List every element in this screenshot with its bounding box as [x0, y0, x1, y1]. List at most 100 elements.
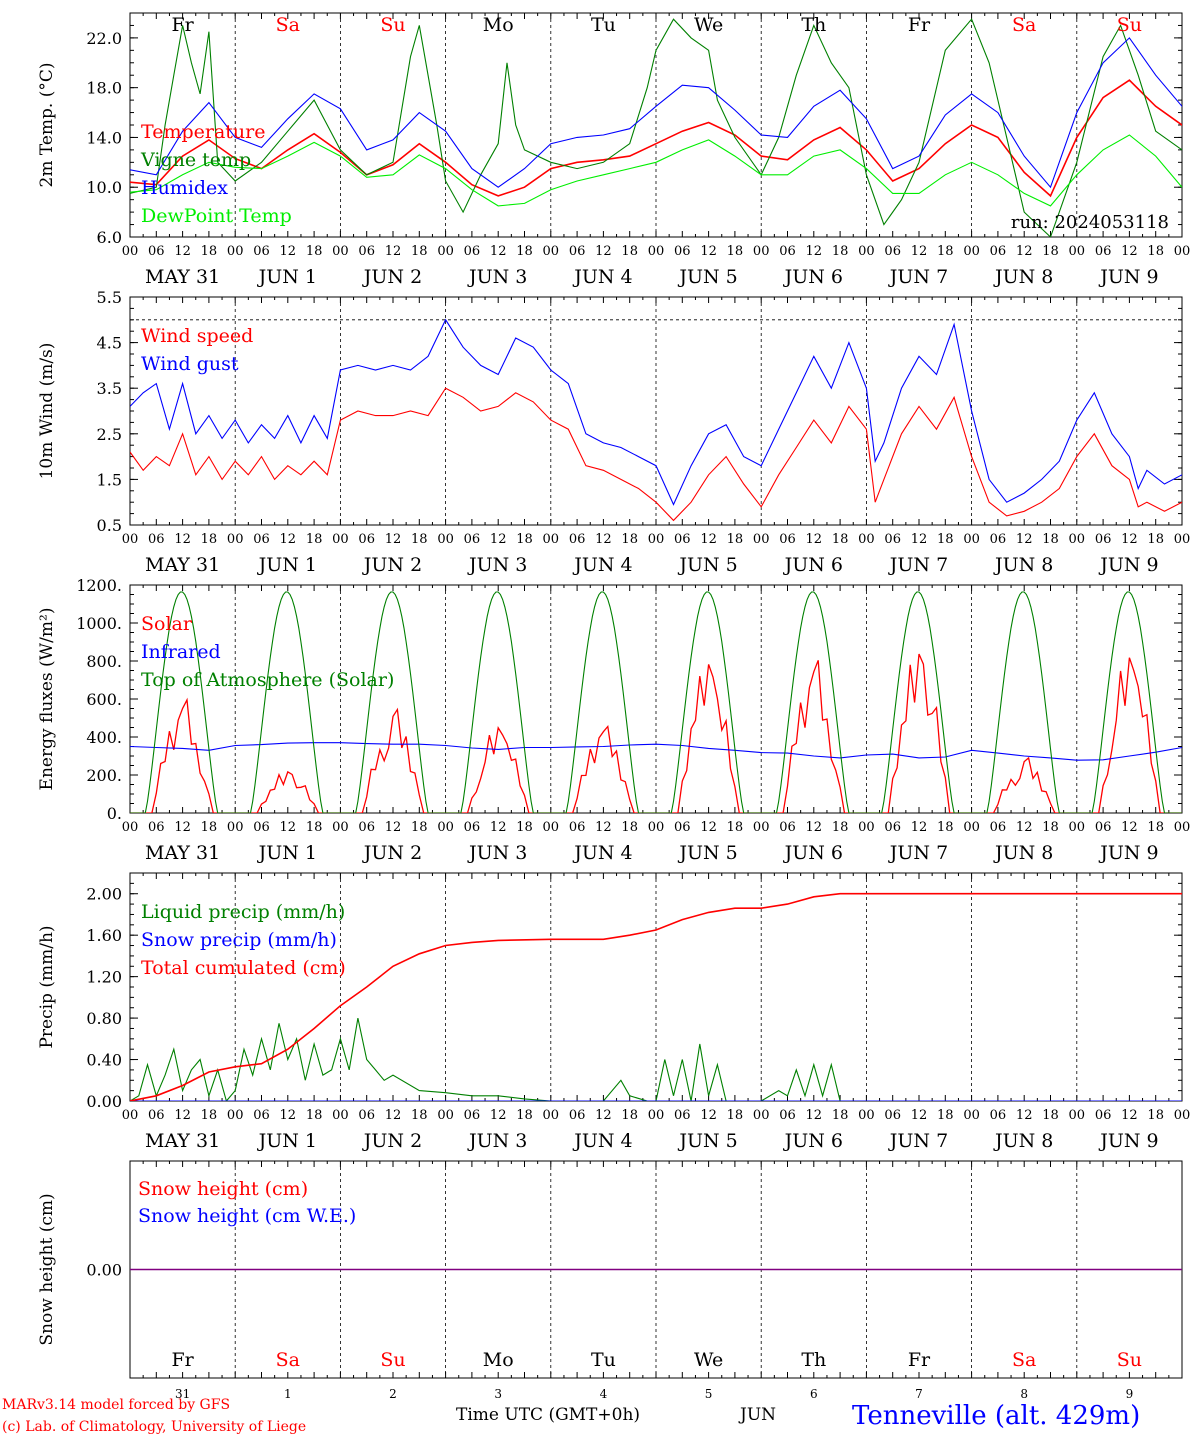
hour-tick-label: 06 [884, 532, 901, 547]
hour-tick-label: 18 [1042, 244, 1059, 259]
date-label: JUN 2 [362, 1130, 422, 1152]
hour-tick-label: 00 [332, 244, 349, 259]
hour-tick-label: 00 [1069, 244, 1086, 259]
series-total-cumulated-cm- [130, 892, 1182, 1101]
hour-tick-label: 12 [280, 532, 297, 547]
hour-tick-label: 12 [174, 244, 191, 259]
y-tick-label: 22.0 [86, 29, 122, 48]
y-tick-label: 1.60 [86, 926, 122, 945]
y-axis-label: 2m Temp. (°C) [37, 62, 57, 187]
series-group [130, 892, 1182, 1101]
hour-tick-label: 06 [779, 820, 796, 835]
y-axis-label: 10m Wind (m/s) [37, 343, 57, 480]
hour-tick-label: 00 [122, 820, 139, 835]
hour-tick-label: 18 [727, 1108, 744, 1123]
hour-tick-label: 00 [227, 244, 244, 259]
y-tick-label: 5.5 [97, 288, 122, 307]
y-tick-label: 2.5 [97, 425, 122, 444]
hour-tick-label: 12 [490, 244, 507, 259]
hour-tick-label: 00 [1069, 1108, 1086, 1123]
legend-wind-gust: Wind gust [141, 353, 239, 375]
hour-tick-label: 12 [174, 532, 191, 547]
hour-tick-label: 06 [253, 244, 270, 259]
hour-tick-label: 06 [990, 532, 1007, 547]
hour-tick-label: 18 [621, 532, 638, 547]
hour-tick-label: 18 [832, 1108, 849, 1123]
hour-tick-label: 12 [595, 1108, 612, 1123]
date-label: JUN 9 [1098, 554, 1158, 576]
hour-tick-label: 00 [858, 820, 875, 835]
hour-tick-label: 12 [806, 244, 823, 259]
series-humidex [130, 37, 1182, 189]
weekday-label: Fr [171, 1349, 194, 1371]
hour-tick-label: 18 [306, 820, 323, 835]
hour-tick-label: 00 [122, 244, 139, 259]
legend-temperature: Temperature [141, 121, 265, 143]
hour-tick-label: 18 [516, 1108, 533, 1123]
hour-tick-label: 12 [174, 1108, 191, 1123]
hour-tick-label: 18 [516, 820, 533, 835]
hour-tick-label: 06 [148, 1108, 165, 1123]
hour-tick-label: 06 [990, 244, 1007, 259]
hour-tick-label: 06 [674, 244, 691, 259]
hour-tick-label: 06 [674, 1108, 691, 1123]
hour-tick-label: 06 [884, 1108, 901, 1123]
series-infrared [130, 742, 1182, 761]
run-label: run: 2024053118 [1011, 212, 1169, 233]
y-tick-label: 1.5 [97, 470, 122, 489]
hour-tick-label: 06 [990, 1108, 1007, 1123]
legend-vigne-temp: Vigne temp [140, 149, 251, 171]
date-label: JUN 7 [888, 266, 948, 288]
hour-tick-label: 06 [674, 820, 691, 835]
legend-snow-height-cm-w-e-: Snow height (cm W.E.) [138, 1205, 356, 1227]
hour-tick-label: 18 [832, 820, 849, 835]
series-wind-gust [130, 318, 1182, 506]
date-label: JUN 1 [257, 1130, 317, 1152]
weekday-label: We [694, 1349, 723, 1371]
hour-tick-label: 18 [201, 532, 218, 547]
date-label: JUN 6 [783, 1130, 843, 1152]
hour-tick-label: 00 [753, 820, 770, 835]
hour-tick-label: 12 [700, 244, 717, 259]
time-axis-label: Time UTC (GMT+0h) [456, 1405, 641, 1425]
weekday-label: Su [1117, 14, 1142, 36]
hour-tick-label: 12 [490, 532, 507, 547]
hour-tick-label: 12 [1016, 244, 1033, 259]
y-tick-label: 10.0 [86, 178, 122, 197]
hour-tick-label: 12 [1016, 1108, 1033, 1123]
day-number-label: 8 [1020, 1387, 1028, 1401]
legend-top-of-atmosphere-solar-: Top of Atmosphere (Solar) [141, 669, 394, 691]
hour-tick-label: 12 [1121, 1108, 1138, 1123]
weekday-label: Th [801, 1349, 826, 1371]
hour-tick-label: 18 [411, 1108, 428, 1123]
hour-tick-label: 06 [1095, 1108, 1112, 1123]
hour-tick-label: 12 [595, 532, 612, 547]
date-label: JUN 6 [783, 266, 843, 288]
weekday-label: Mo [483, 14, 514, 36]
hour-tick-label: 06 [990, 820, 1007, 835]
y-tick-label: 1200. [76, 576, 122, 595]
y-tick-label: 0.00 [86, 1092, 122, 1111]
hour-tick-label: 12 [1016, 532, 1033, 547]
y-tick-label: 1.20 [86, 968, 122, 987]
day-number-label: 4 [600, 1387, 608, 1401]
hour-tick-label: 12 [700, 1108, 717, 1123]
hour-tick-label: 06 [253, 820, 270, 835]
weekday-label: Tu [591, 14, 616, 36]
date-label: JUN 2 [362, 842, 422, 864]
legend-liquid-precip-mm-h-: Liquid precip (mm/h) [141, 901, 345, 923]
hour-tick-label: 00 [753, 532, 770, 547]
hour-tick-label: 06 [569, 244, 586, 259]
date-label: JUN 5 [677, 266, 737, 288]
hour-tick-label: 12 [280, 244, 297, 259]
hour-tick-label: 12 [911, 1108, 928, 1123]
weekday-label: Sa [276, 14, 300, 36]
hour-tick-label: 18 [727, 244, 744, 259]
series-vigne-temp [130, 18, 1182, 237]
hour-tick-label: 06 [779, 1108, 796, 1123]
hour-tick-label: 00 [227, 1108, 244, 1123]
panel-temperature: 6.0 10.0 14.0 18.0 22.0 2m Temp. (°C) Temperat… [37, 12, 1190, 288]
hour-tick-label: 00 [648, 244, 665, 259]
month-label: JUN [740, 1405, 777, 1425]
weekday-label: Su [380, 1349, 405, 1371]
